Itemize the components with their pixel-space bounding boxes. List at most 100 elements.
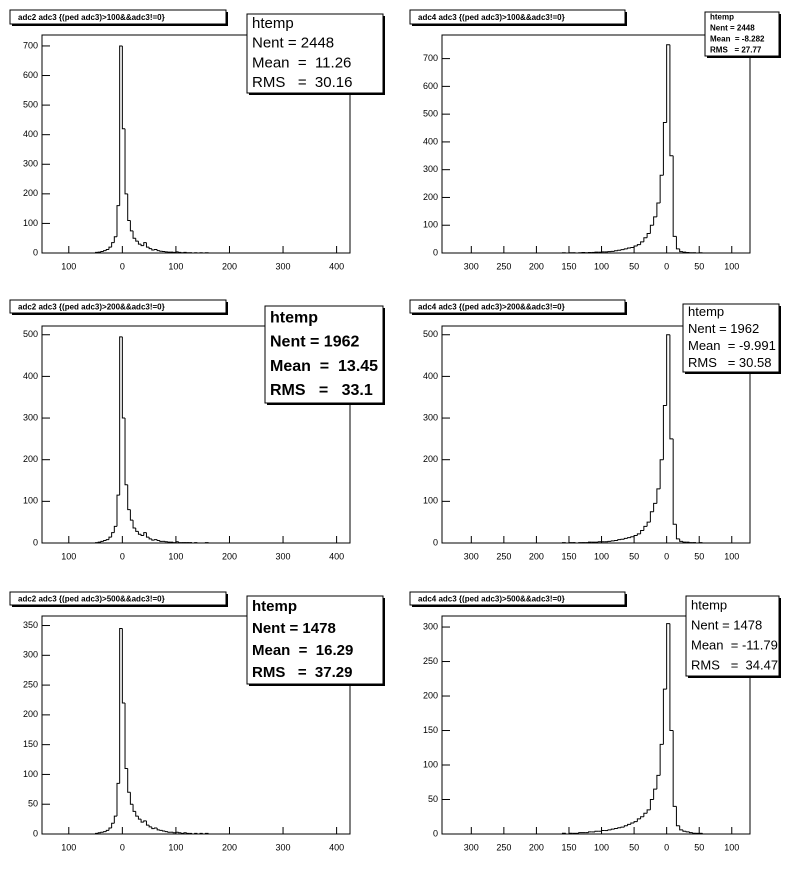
x-tick-label: 100 (168, 842, 183, 852)
y-tick-label: 0 (33, 537, 38, 547)
histogram-bin (666, 623, 670, 690)
histogram-bin (640, 241, 644, 245)
histogram-bin (113, 815, 117, 824)
histogram-bin (649, 224, 654, 234)
x-tick-label: 200 (529, 842, 544, 852)
x-tick-label: 50 (629, 842, 639, 852)
y-tick-label: 0 (433, 828, 438, 838)
histogram-bin (183, 832, 187, 834)
stats-line: RMS = 37.29 (252, 664, 352, 681)
histogram-bin (132, 804, 136, 812)
histogram-bin (561, 832, 566, 834)
stats-box (246, 595, 384, 685)
histogram-bin (137, 241, 142, 245)
histogram-bin (662, 688, 667, 745)
histogram-bin (633, 821, 638, 823)
x-tick-label: 100 (594, 842, 609, 852)
histogram-bin (129, 220, 134, 232)
histogram-bin (148, 825, 152, 828)
histogram-bin (565, 833, 569, 835)
y-tick-label: 250 (423, 656, 438, 666)
chart-title: adc2 adc3 {(ped adc3)>100&&adc3!=0} (18, 13, 165, 22)
histogram-bin (132, 230, 136, 239)
y-tick-label: 700 (423, 53, 438, 63)
histogram-bin (178, 832, 182, 834)
histogram-bin (116, 782, 120, 817)
stats-line: RMS = 27.77 (710, 46, 762, 55)
x-tick-label: 0 (664, 551, 669, 561)
y-tick-label: 200 (423, 454, 438, 464)
y-tick-label: 700 (23, 40, 38, 50)
y-tick-label: 400 (423, 371, 438, 381)
histogram-bin (601, 830, 605, 832)
histogram-bin (594, 830, 599, 832)
stats-line: RMS = 30.16 (252, 74, 352, 91)
y-tick-label: 100 (23, 769, 38, 779)
x-tick-label: 300 (276, 842, 291, 852)
histogram-bin (646, 521, 651, 527)
histogram-bin (659, 459, 664, 489)
histogram-bin (178, 541, 182, 544)
histogram-pad: 100 0 100 200 300 400 0 50 100 150 200 250 300 350 adc… (9, 591, 385, 852)
y-tick-label: 100 (23, 496, 38, 506)
x-tick-label: 150 (561, 261, 576, 271)
y-tick-label: 300 (423, 412, 438, 422)
x-tick-label: 250 (496, 261, 511, 271)
stats-line: Mean = -11.79 (691, 637, 778, 652)
histogram-bin (643, 237, 648, 242)
histogram-bin (204, 832, 209, 834)
stats-box (264, 305, 384, 404)
y-tick-label: 300 (23, 412, 38, 422)
histogram-bin (135, 811, 139, 817)
histogram-bin (151, 826, 155, 830)
histogram-bin (614, 827, 618, 830)
histogram-bin (682, 829, 687, 832)
histogram-bin (140, 819, 144, 823)
x-tick-label: 400 (329, 551, 344, 561)
x-tick-label: 300 (464, 261, 479, 271)
stats-line: Nent = 2448 (252, 35, 334, 52)
x-tick-label: 250 (496, 551, 511, 561)
title-box (9, 299, 227, 314)
stats-line: Mean = 11.26 (252, 54, 351, 71)
plot-frame (441, 34, 751, 254)
x-tick-label: 100 (61, 842, 76, 852)
histogram-bin (129, 792, 134, 805)
x-tick-label: 200 (529, 261, 544, 271)
histogram-bin (653, 788, 657, 800)
stats-box (682, 303, 780, 373)
histogram-bin (692, 832, 696, 834)
histogram-pad: 300 250 200 150 100 50 0 50 1000100200300400500a… (409, 299, 781, 561)
histogram-bin (135, 528, 139, 532)
stats-title: htemp (252, 598, 297, 615)
histogram-bin (135, 238, 139, 242)
histogram-bin (617, 249, 622, 251)
histogram-bin (119, 45, 123, 206)
stats-title: htemp (688, 304, 724, 319)
histogram-bin (143, 242, 147, 246)
histogram-bin (640, 816, 644, 819)
histogram-bin (666, 44, 670, 123)
y-tick-label: 300 (23, 159, 38, 169)
y-tick-label: 100 (423, 220, 438, 230)
y-tick-label: 0 (433, 247, 438, 257)
histogram-bin (124, 418, 128, 486)
histogram-bin (159, 540, 163, 542)
histogram-bin (172, 832, 176, 834)
histogram-bin (97, 832, 101, 834)
x-tick-label: 50 (694, 842, 704, 852)
histogram-bin (202, 833, 206, 835)
x-tick-label: 0 (120, 551, 125, 561)
histogram-bin (688, 831, 693, 834)
x-tick-label: 300 (276, 551, 291, 561)
histogram-bin (630, 246, 635, 249)
histogram-pad: 100 0 100 200 300 400 0 100 200 300 400 500 adc2 adc… (9, 299, 385, 561)
stats-box (246, 13, 384, 94)
stats-line: Mean = 16.29 (252, 642, 353, 659)
histogram-bin (111, 532, 115, 538)
histogram-bin (145, 242, 150, 248)
histogram-bin (105, 829, 109, 832)
title-box (409, 299, 626, 314)
x-tick-label: 300 (276, 261, 291, 271)
histogram-bin (164, 831, 168, 833)
